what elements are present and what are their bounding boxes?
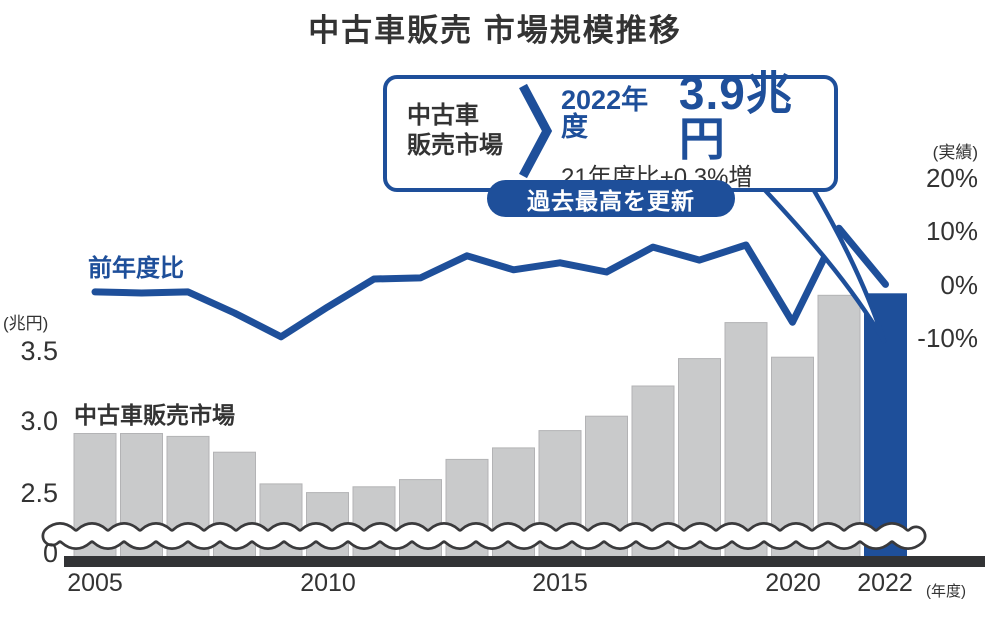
right-axis-tick-20: 20% bbox=[925, 163, 978, 193]
left-axis-tick-0: 0 bbox=[42, 538, 58, 568]
right-axis-tick-10: 10% bbox=[925, 216, 978, 246]
x-axis-tick-2005: 2005 bbox=[67, 569, 123, 597]
x-axis-tick-2020: 2020 bbox=[765, 569, 821, 597]
callout-source-line2: 販売市場 bbox=[407, 131, 503, 159]
callout-value-line: 2022年度 3.9兆円 bbox=[561, 70, 834, 162]
chart-title: 中古車販売 市場規模推移 bbox=[308, 13, 682, 48]
bar-2021 bbox=[817, 294, 861, 563]
left-axis-unit: (兆円) bbox=[3, 314, 49, 333]
callout-value-block: 2022年度 3.9兆円 21年度比+0.3%増 bbox=[561, 70, 834, 191]
right-axis-tick-neg10: -10% bbox=[917, 323, 978, 353]
yoy-line bbox=[91, 224, 889, 341]
bar-2012 bbox=[399, 479, 442, 563]
callout-value: 3.9兆円 bbox=[678, 66, 793, 165]
decorative-dot bbox=[903, 110, 917, 124]
callout-box: 中古車 販売市場 2022年度 3.9兆円 21年度比+0.3%増 bbox=[383, 70, 838, 192]
x-axis-tick-2010: 2010 bbox=[300, 569, 356, 597]
left-axis-tick-3-5: 3.5 bbox=[20, 336, 58, 366]
right-axis-unit: (実績) bbox=[932, 143, 978, 162]
bar-series-label: 中古車販売市場 bbox=[74, 402, 235, 428]
callout-source-line1: 中古車 bbox=[407, 101, 479, 129]
right-axis-tick-0: 0% bbox=[940, 270, 978, 300]
callout-source-label: 中古車 販売市場 bbox=[407, 101, 515, 161]
chevron-right-icon bbox=[519, 83, 553, 178]
record-high-badge: 過去最高を更新 bbox=[487, 180, 735, 217]
left-axis-tick-3-0: 3.0 bbox=[20, 406, 58, 436]
axis-break-wave bbox=[44, 524, 924, 548]
x-axis-baseline bbox=[64, 556, 985, 567]
line-series-label: 前年度比 bbox=[88, 255, 184, 282]
callout-year: 2022年度 bbox=[561, 84, 649, 142]
left-axis-tick-2-5: 2.5 bbox=[20, 478, 58, 508]
x-axis-tick-2015: 2015 bbox=[532, 569, 588, 597]
x-axis-unit: (年度) bbox=[926, 583, 966, 600]
x-axis-tick-2022: 2022 bbox=[857, 569, 913, 597]
callout-tail bbox=[759, 184, 887, 344]
